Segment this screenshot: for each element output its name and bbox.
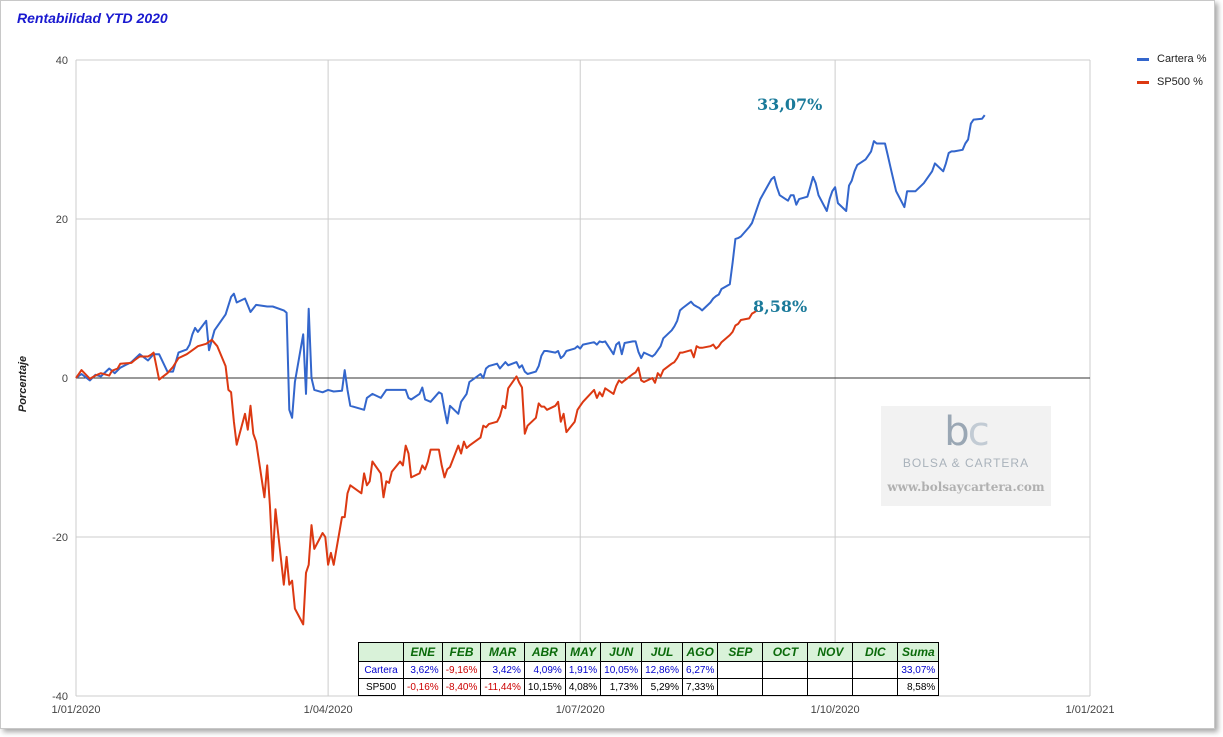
legend-item-sp500[interactable]: SP500 %	[1137, 76, 1203, 88]
table-cell	[717, 661, 764, 679]
table-cell: -11,44%	[480, 678, 525, 696]
table-cell	[762, 661, 809, 679]
table-header-row: ENE FEB MAR ABR MAY JUN JUL AGO SEP OCT NOV DIC Suma	[358, 642, 940, 662]
table-header-suma: Suma	[897, 642, 940, 662]
table-cell	[852, 678, 899, 696]
watermark: bc BOLSA & CARTERA www.bolsaycartera.com	[881, 406, 1051, 506]
table-cell: -9,16%	[441, 661, 482, 679]
table-row: SP500 -0,16% -8,40% -11,44% 10,15% 4,08% 1,73%…	[358, 678, 940, 696]
table-header-jun: JUN	[600, 642, 643, 662]
table-header-ene: ENE	[403, 642, 443, 662]
table-cell	[852, 661, 899, 679]
table-header-jul: JUL	[641, 642, 684, 662]
table-cell: 6,27%	[682, 661, 719, 679]
table-row-label: SP500	[358, 678, 404, 696]
series	[75, 114, 986, 626]
table-corner-cell	[358, 642, 404, 662]
table-cell: 3,62%	[403, 661, 443, 679]
table-cell: 33,07%	[897, 661, 940, 679]
table-row-label: Cartera	[358, 661, 404, 679]
watermark-logo-c: c	[967, 409, 990, 455]
table-cell: 7,33%	[682, 678, 719, 696]
table-cell: 12,86%	[641, 661, 684, 679]
y-tick-label: 20	[56, 214, 68, 226]
x-tick-label: 1/10/2020	[811, 704, 860, 716]
x-tick-label: 1/04/2020	[304, 704, 353, 716]
table-header-may: MAY	[564, 642, 602, 662]
table-cell: 1,91%	[564, 661, 602, 679]
table-header-feb: FEB	[441, 642, 482, 662]
table-body: Cartera 3,62% -9,16% 3,42% 4,09% 1,91% 10,05% 1…	[358, 661, 940, 696]
watermark-logo: bc	[881, 408, 1051, 456]
table-cell	[807, 678, 854, 696]
end-label-cartera: 33,07%	[757, 95, 823, 114]
table-cell: 8,58%	[897, 678, 940, 696]
table-cell: 5,29%	[641, 678, 684, 696]
table-cell: 4,09%	[523, 661, 566, 679]
series-line-cartera	[75, 114, 986, 425]
table-cell	[762, 678, 809, 696]
table-header-mar: MAR	[480, 642, 525, 662]
table-cell: -0,16%	[403, 678, 443, 696]
legend-label-cartera: Cartera %	[1157, 53, 1207, 65]
performance-table: ENE FEB MAR ABR MAY JUN JUL AGO SEP OCT NOV DIC Suma…	[358, 642, 940, 696]
legend-label-sp500: SP500 %	[1157, 76, 1203, 88]
x-tick-label: 1/07/2020	[556, 704, 605, 716]
table-cell: 3,42%	[480, 661, 525, 679]
table-cell: -8,40%	[441, 678, 482, 696]
table-row: Cartera 3,62% -9,16% 3,42% 4,09% 1,91% 10,05% 1…	[358, 661, 940, 679]
series-line-sp500	[75, 309, 759, 626]
line-chart: 40 20 0 -20 -401/01/2020 1/04/2020 1/07/2020 1/…	[17, 55, 1115, 716]
x-tick-label: 1/01/2020	[52, 704, 101, 716]
table-cell	[807, 661, 854, 679]
x-tick-label: 1/01/2021	[1066, 704, 1115, 716]
y-tick-label: 0	[62, 373, 68, 385]
end-label-sp500: 8,58%	[753, 297, 808, 316]
y-tick-label: 40	[56, 55, 68, 67]
table-header-dic: DIC	[852, 642, 899, 662]
table-cell: 10,05%	[600, 661, 643, 679]
axes: 40 20 0 -20 -401/01/2020 1/04/2020 1/07/2020 1/…	[52, 55, 1115, 716]
table-cell: 4,08%	[564, 678, 602, 696]
watermark-name: BOLSA & CARTERA	[902, 456, 1030, 470]
table-header-ago: AGO	[682, 642, 719, 662]
table-cell: 1,73%	[600, 678, 643, 696]
table-header-sep: SEP	[717, 642, 764, 662]
table-header-oct: OCT	[762, 642, 809, 662]
legend-item-cartera[interactable]: Cartera %	[1137, 53, 1207, 65]
chart-title: Rentabilidad YTD 2020	[17, 10, 168, 26]
table-cell: 10,15%	[523, 678, 566, 696]
y-tick-label: -40	[52, 691, 68, 703]
legend-swatch-sp500	[1137, 80, 1149, 84]
table-cell	[717, 678, 764, 696]
watermark-url: www.bolsaycartera.com	[887, 480, 1045, 494]
y-axis-label: Porcentaje	[17, 356, 29, 412]
table-header-nov: NOV	[807, 642, 854, 662]
watermark-logo-b: b	[944, 409, 969, 455]
table-header-abr: ABR	[523, 642, 566, 662]
y-tick-label: -20	[52, 532, 68, 544]
legend-swatch-cartera	[1137, 57, 1149, 61]
